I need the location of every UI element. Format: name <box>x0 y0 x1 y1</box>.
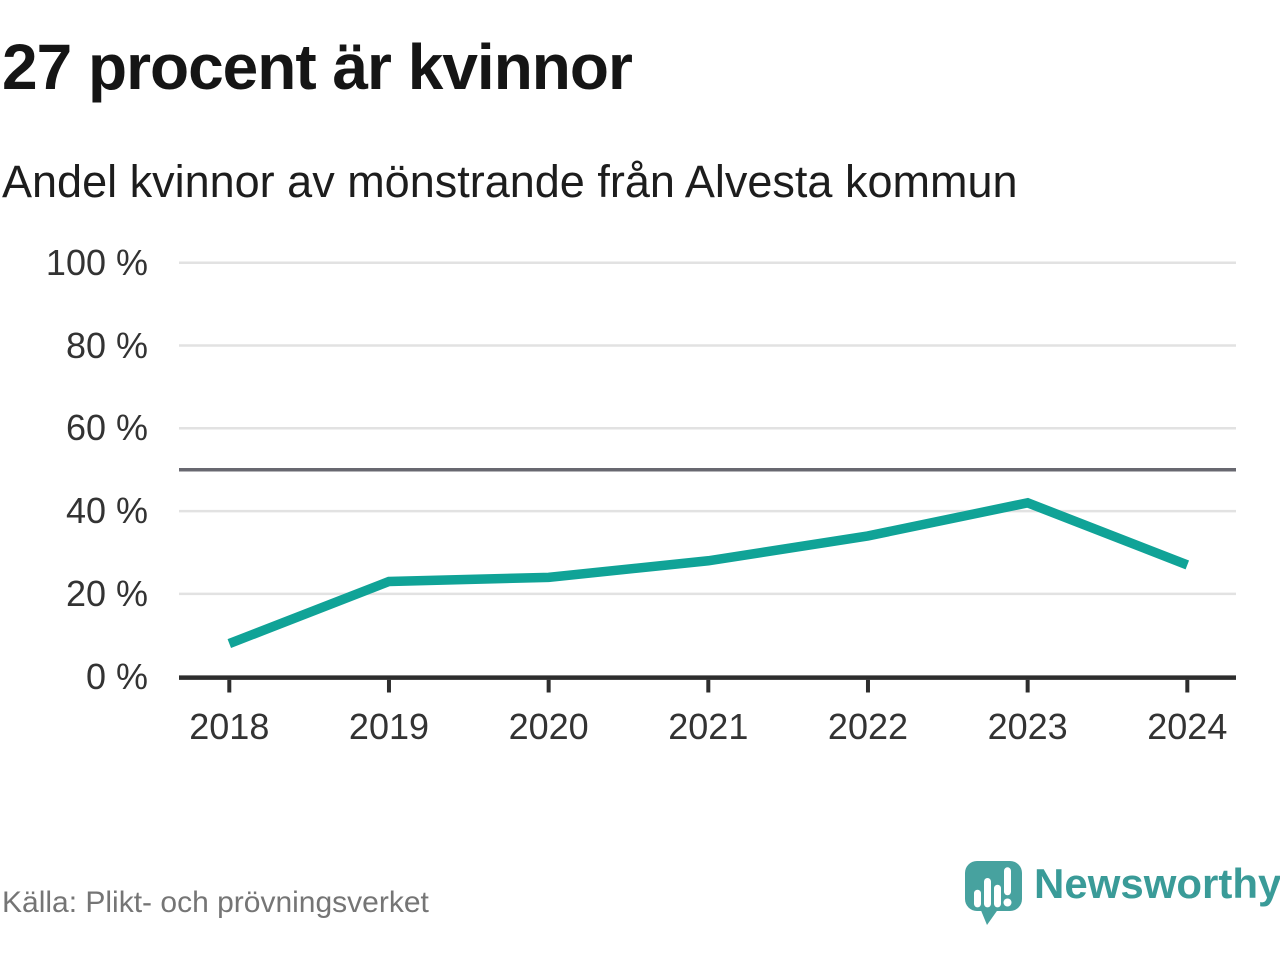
y-tick-label-100: 100 % <box>45 241 148 283</box>
newsworthy-logo: Newsworthy <box>963 858 1280 938</box>
newsworthy-logo-text: Newsworthy <box>1034 860 1280 907</box>
x-tick-label-2019: 2019 <box>348 706 430 747</box>
x-tick-label-2018: 2018 <box>189 706 270 747</box>
y-tick-label-60: 60 % <box>65 407 148 449</box>
source-note: Källa: Plikt- och prövningsverket <box>2 886 429 919</box>
x-tick-label-2022: 2022 <box>827 706 909 747</box>
line-chart <box>0 240 1280 760</box>
y-tick-label-80: 80 % <box>65 324 148 366</box>
x-tick-label-2023: 2023 <box>987 706 1068 747</box>
y-tick-label-40: 40 % <box>65 490 148 532</box>
newsworthy-logo-icon <box>965 861 1022 925</box>
x-tick-label-2021: 2021 <box>668 706 749 747</box>
x-tick-label-2020: 2020 <box>508 706 589 747</box>
chart-subtitle: Andel kvinnor av mönstrande från Alvesta… <box>2 156 1018 207</box>
page-title: 27 procent är kvinnor <box>2 31 633 103</box>
x-tick-label-2024: 2024 <box>1147 706 1228 747</box>
data-line-andel-kvinnor <box>227 497 1190 649</box>
y-tick-label-20: 20 % <box>65 572 148 614</box>
y-tick-label-0: 0 % <box>85 655 148 697</box>
